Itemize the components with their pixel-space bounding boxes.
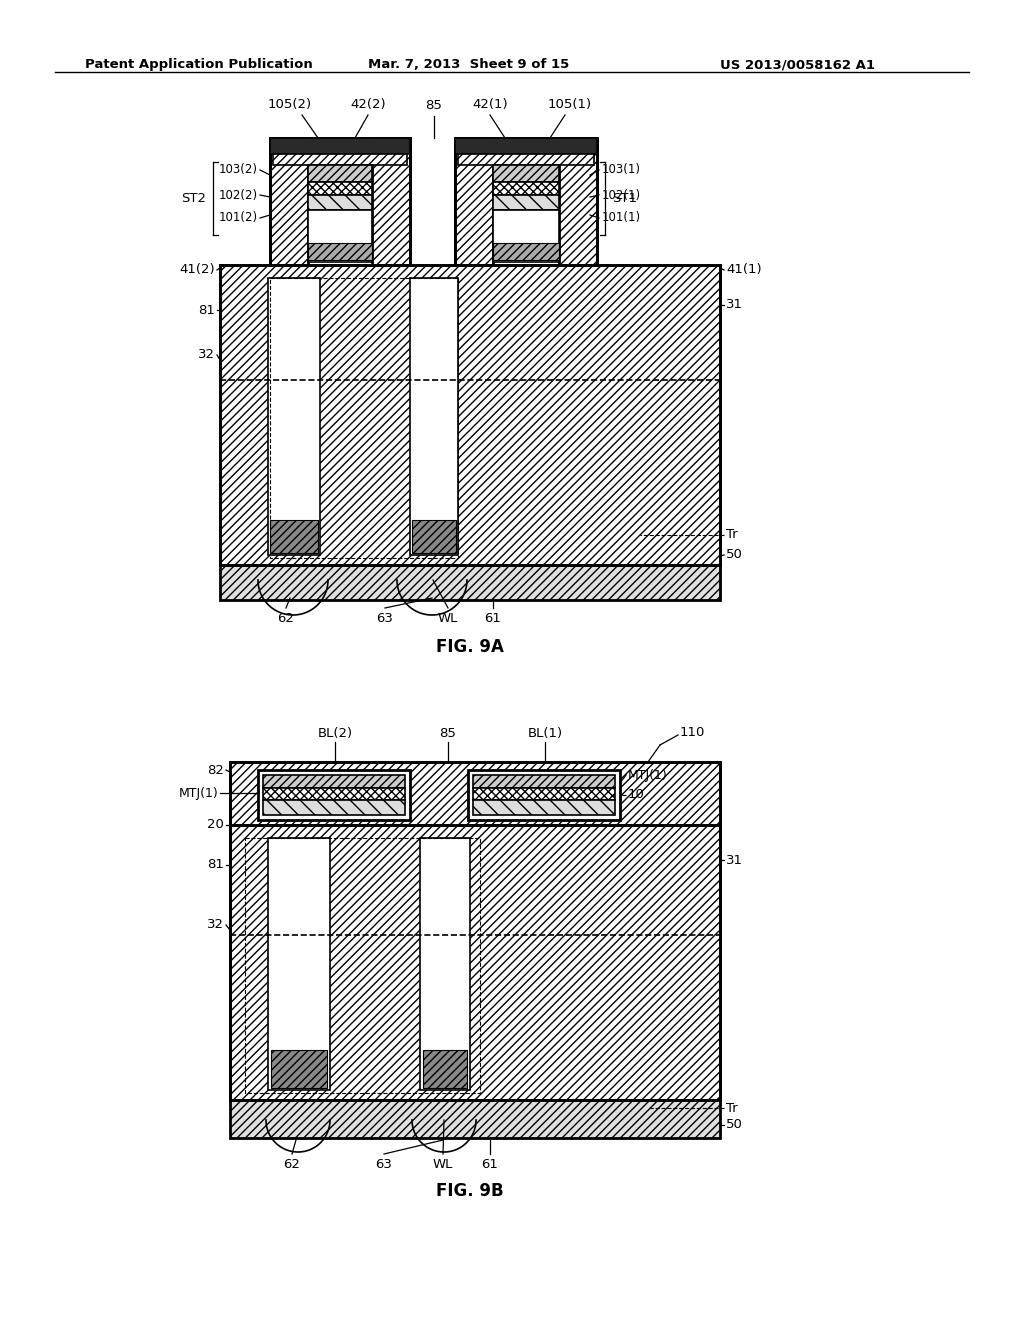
Text: ST2: ST2 xyxy=(181,191,206,205)
Text: 82: 82 xyxy=(207,763,224,776)
Text: 81: 81 xyxy=(198,304,215,317)
Text: 85: 85 xyxy=(426,99,442,112)
Text: BL(2): BL(2) xyxy=(317,727,352,741)
Text: Tr: Tr xyxy=(726,1101,737,1114)
Text: 110: 110 xyxy=(680,726,706,738)
Bar xyxy=(308,195,372,210)
Bar xyxy=(268,838,330,1090)
Text: 101(2): 101(2) xyxy=(219,211,258,224)
Text: 10: 10 xyxy=(628,788,645,801)
Text: MTJ(1): MTJ(1) xyxy=(628,768,668,781)
Text: 62: 62 xyxy=(284,1158,300,1171)
Bar xyxy=(493,243,559,260)
Bar xyxy=(473,775,615,788)
Bar xyxy=(493,210,559,261)
Bar xyxy=(308,243,372,260)
Text: 32: 32 xyxy=(198,348,215,362)
Text: MTJ(1): MTJ(1) xyxy=(178,787,218,800)
Text: 20: 20 xyxy=(207,818,224,832)
Text: US 2013/0058162 A1: US 2013/0058162 A1 xyxy=(720,58,874,71)
Bar xyxy=(268,279,319,554)
Bar xyxy=(263,775,406,788)
Text: BL(1): BL(1) xyxy=(527,727,562,741)
Text: 61: 61 xyxy=(481,1158,499,1171)
Bar xyxy=(308,182,372,195)
Bar xyxy=(493,195,559,210)
Bar xyxy=(420,838,470,1090)
Bar xyxy=(455,139,597,154)
Text: 105(1): 105(1) xyxy=(548,98,592,111)
Text: FIG. 9B: FIG. 9B xyxy=(436,1181,504,1200)
Bar xyxy=(230,825,720,1100)
Text: 42(1): 42(1) xyxy=(472,98,508,111)
Bar xyxy=(308,210,372,261)
Bar xyxy=(230,1100,720,1138)
Bar xyxy=(473,800,615,814)
Text: 31: 31 xyxy=(726,854,743,866)
Bar xyxy=(308,165,372,182)
Text: 50: 50 xyxy=(726,549,742,561)
Bar xyxy=(468,770,620,820)
Bar xyxy=(423,1049,467,1088)
Text: 32: 32 xyxy=(207,919,224,932)
Bar xyxy=(270,139,308,265)
Bar xyxy=(455,139,493,265)
Text: Mar. 7, 2013  Sheet 9 of 15: Mar. 7, 2013 Sheet 9 of 15 xyxy=(368,58,569,71)
Text: 81: 81 xyxy=(207,858,224,871)
Text: 41(2): 41(2) xyxy=(179,264,215,276)
Text: 103(1): 103(1) xyxy=(602,164,641,177)
Text: 85: 85 xyxy=(439,727,457,741)
Bar xyxy=(412,520,456,553)
Bar xyxy=(473,788,615,800)
Bar xyxy=(263,800,406,814)
Text: 61: 61 xyxy=(484,612,502,624)
Text: WL: WL xyxy=(438,612,458,624)
Bar xyxy=(230,762,720,825)
Text: ST1: ST1 xyxy=(612,191,637,205)
Text: 63: 63 xyxy=(376,1158,392,1171)
Text: 102(1): 102(1) xyxy=(602,189,641,202)
Text: 101(1): 101(1) xyxy=(602,211,641,224)
Text: 102(2): 102(2) xyxy=(219,189,258,202)
Text: 105(2): 105(2) xyxy=(268,98,312,111)
Bar xyxy=(493,182,559,195)
Text: FIG. 9A: FIG. 9A xyxy=(436,638,504,656)
Bar xyxy=(263,788,406,800)
Bar xyxy=(220,565,720,601)
Text: Patent Application Publication: Patent Application Publication xyxy=(85,58,312,71)
Bar xyxy=(258,770,410,820)
Bar xyxy=(372,139,410,265)
Bar xyxy=(273,154,407,165)
Text: 50: 50 xyxy=(726,1118,742,1131)
Bar xyxy=(493,165,559,182)
Text: 41(1): 41(1) xyxy=(726,264,762,276)
Text: Tr: Tr xyxy=(726,528,737,541)
Bar xyxy=(559,139,597,265)
Text: 31: 31 xyxy=(726,298,743,312)
Text: WL: WL xyxy=(433,1158,454,1171)
Bar xyxy=(410,279,458,554)
Text: 103(2): 103(2) xyxy=(219,164,258,177)
Text: 42(2): 42(2) xyxy=(350,98,386,111)
Bar xyxy=(458,154,594,165)
Bar xyxy=(220,265,720,565)
Bar xyxy=(270,139,410,154)
Text: 63: 63 xyxy=(377,612,393,624)
Bar xyxy=(271,1049,327,1088)
Text: 62: 62 xyxy=(278,612,295,624)
Bar xyxy=(270,520,318,553)
